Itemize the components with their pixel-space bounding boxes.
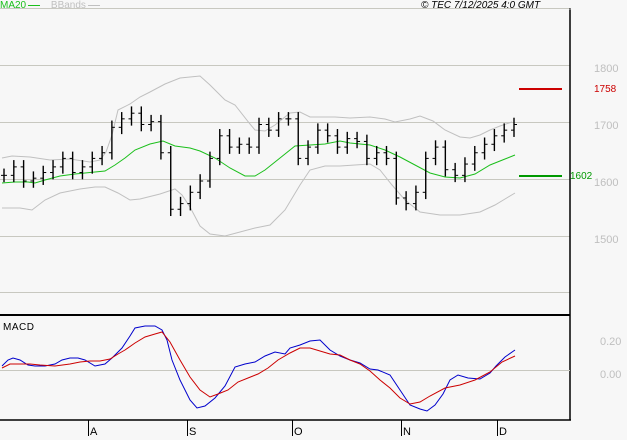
- copyright-timestamp: © TEC 7/12/2025 4:0 GMT: [421, 0, 541, 11]
- macd-label-020: 0.20: [600, 336, 622, 348]
- legend-ma20: MA20: [0, 0, 27, 11]
- bollinger-bands: [1, 75, 516, 237]
- ohlc-bars: [1, 106, 517, 217]
- ma20-swatch-icon: [28, 4, 41, 6]
- price-label-1700: 1700: [594, 120, 619, 132]
- resistance-label: 1758: [594, 84, 617, 95]
- price-label-1600: 1600: [594, 177, 619, 189]
- price-label-1500: 1500: [594, 234, 619, 246]
- month-label-oct: O: [294, 426, 303, 438]
- macd-line: [1, 325, 516, 412]
- macd-label-000: 0.00: [600, 369, 622, 381]
- bbands-swatch-icon: [87, 4, 100, 6]
- month-label-aug: A: [90, 426, 98, 438]
- price-gridlines: [0, 8, 570, 293]
- ma20-line: [1, 140, 516, 184]
- month-label-nov: N: [403, 426, 411, 438]
- macd-title: MACD: [3, 322, 35, 333]
- price-label-1800: 1800: [594, 63, 619, 75]
- legend-bbands: BBands: [50, 0, 86, 11]
- chart-legend: MA20 BBands: [0, 0, 100, 12]
- month-ticks: [88, 420, 498, 436]
- month-label-dec: D: [499, 426, 507, 438]
- month-label-sep: S: [189, 426, 197, 438]
- support-label: 1602: [570, 171, 593, 182]
- signal-line: [1, 331, 516, 405]
